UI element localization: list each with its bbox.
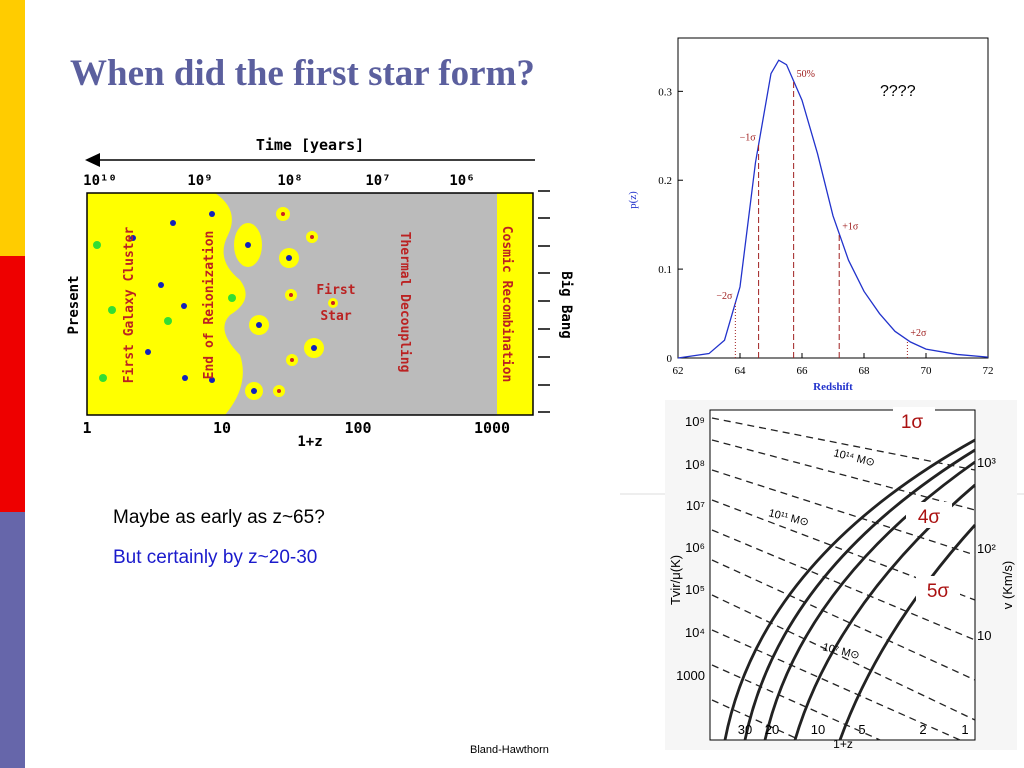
x-tick-label: 66 xyxy=(797,365,809,377)
tick-label: 10 xyxy=(811,722,825,737)
tick-label: 10 xyxy=(977,628,991,643)
sigma-label: +2σ xyxy=(910,328,927,339)
credit: Bland-Hawthorn xyxy=(470,744,549,756)
tick-label: 10⁷ xyxy=(365,173,390,189)
tick-label: 10⁸ xyxy=(277,173,302,189)
sigma-label: −1σ xyxy=(740,133,757,144)
region-label: Cosmic Recombination xyxy=(499,226,514,383)
x-tick-label: 70 xyxy=(921,365,933,377)
halo-chart: 10⁹ 10⁸ 10⁷ 10⁶ 10⁵ 10⁴ 1000 10³ 10² 10 … xyxy=(665,400,1017,751)
sigma-label: 50% xyxy=(797,69,815,80)
tick-label: 100 xyxy=(344,419,371,437)
tick-label: 10⁵ xyxy=(685,582,705,597)
x-tick-label: 64 xyxy=(735,365,747,377)
tick-label: 30 xyxy=(738,722,752,737)
region-label: First Galaxy Cluster xyxy=(122,227,137,384)
tick-label: 1000 xyxy=(474,419,510,437)
axis-label: Tvir/μ(K) xyxy=(668,555,683,605)
tick-label: 10³ xyxy=(977,455,996,470)
tick-label: 10⁷ xyxy=(686,498,705,513)
timeline-figure: Time [years] 10¹⁰ 10⁹ 10⁸ 10⁷ 10⁶ 1 10 1… xyxy=(66,136,574,450)
tick-label: 10⁶ xyxy=(685,540,705,555)
tick-label: 5 xyxy=(858,722,865,737)
tick-label: 1000 xyxy=(676,668,705,683)
tick-label: 2 xyxy=(919,722,926,737)
axis-label: 1+z xyxy=(297,434,322,450)
tick-label: 10¹⁰ xyxy=(83,173,117,189)
axis-label: Big Bang xyxy=(558,271,574,338)
sigma-label: −2σ xyxy=(716,291,733,302)
y-tick-label: 0.3 xyxy=(658,86,672,98)
x-axis-label: Redshift xyxy=(813,381,853,393)
x-tick-label: 68 xyxy=(859,365,871,377)
tick-label: 1 xyxy=(961,722,968,737)
region-label: Star xyxy=(320,309,351,324)
frame xyxy=(677,37,989,359)
y-tick-label: 0 xyxy=(667,353,673,365)
tick-label: 10⁹ xyxy=(685,414,705,429)
tick-label: 10⁸ xyxy=(685,457,705,472)
axis-label: Present xyxy=(66,275,82,334)
axis-label: v (Km/s) xyxy=(1000,561,1015,609)
tick-label: 10⁶ xyxy=(449,173,474,189)
region-label: First xyxy=(316,283,355,298)
pz-chart: Redshift p(z) 62 64 66 68 70 72 0 0.1 0.2 0.3 −2σ −… xyxy=(627,37,994,393)
slide-title: When did the first star form? xyxy=(70,53,535,94)
tick-label: 10 xyxy=(213,419,231,437)
y-tick-label: 0.2 xyxy=(658,175,672,187)
bullet: Maybe as early as z~65? xyxy=(113,507,325,528)
curve xyxy=(677,59,989,359)
y-tick-label: 0.1 xyxy=(658,264,672,276)
tick-label: 20 xyxy=(765,722,779,737)
axis-title: Time [years] xyxy=(256,136,364,154)
region-label: Thermal Decoupling xyxy=(397,232,412,373)
stripe xyxy=(0,0,25,256)
sigma-label: +1σ xyxy=(842,222,859,233)
question: ???? xyxy=(880,83,916,100)
tick-label: 1 xyxy=(82,419,91,437)
region-label: End of Reionization xyxy=(202,231,217,380)
tick-label: 10² xyxy=(977,541,996,556)
sigma-label: 5σ xyxy=(927,581,950,602)
axis-label: 1+z xyxy=(833,737,853,751)
tick-label: 10⁴ xyxy=(685,625,705,640)
bullet: But certainly by z~20-30 xyxy=(113,547,317,568)
stripe xyxy=(0,256,25,512)
x-tick-label: 72 xyxy=(983,365,994,377)
y-axis-label: p(z) xyxy=(627,191,639,209)
tick-label: 10⁹ xyxy=(187,173,212,189)
sigma-label: 4σ xyxy=(918,507,941,528)
stripe xyxy=(0,512,25,768)
x-tick-label: 62 xyxy=(673,365,684,377)
sigma-label: 1σ xyxy=(901,412,924,433)
